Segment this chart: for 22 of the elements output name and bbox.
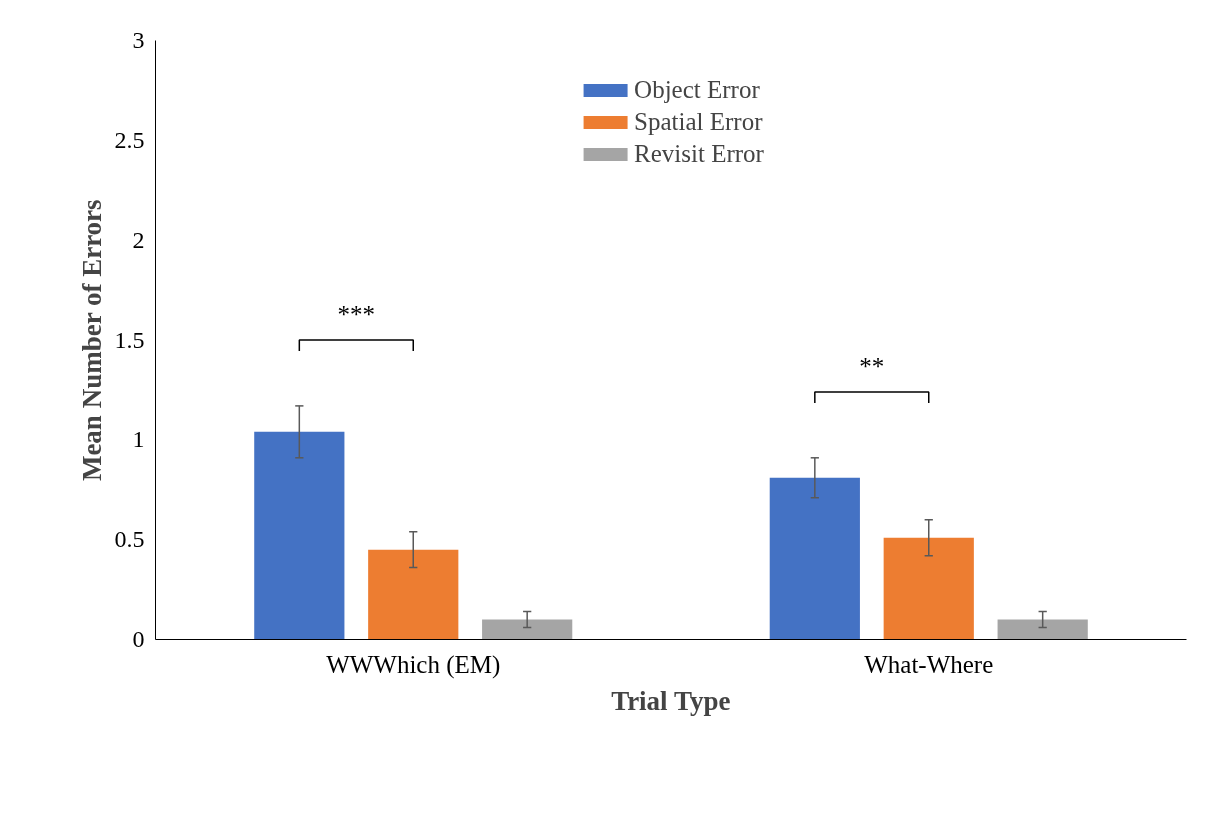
- y-tick-label: 0.5: [114, 526, 145, 553]
- x-tick-label: WWWhich (EM): [326, 650, 501, 679]
- annotation: ***: [337, 301, 376, 329]
- y-tick-label: 0: [132, 626, 145, 652]
- bar: [883, 537, 974, 640]
- bar: [368, 549, 459, 640]
- annotation: **: [859, 352, 885, 380]
- y-tick-label: 3: [132, 27, 145, 53]
- y-tick-label: 2.5: [114, 126, 145, 153]
- y-axis-title: Mean Number of Errors: [76, 199, 107, 482]
- y-tick-label: 1: [132, 426, 145, 453]
- legend-label: Revisit Error: [634, 140, 764, 168]
- legend-label: Object Error: [634, 76, 760, 104]
- bar: [769, 477, 860, 640]
- x-tick-label: What-Where: [864, 650, 994, 678]
- legend-label: Spatial Error: [634, 108, 763, 136]
- bar: [482, 619, 573, 640]
- bar: [997, 619, 1088, 640]
- y-tick-label: 1.5: [114, 326, 145, 353]
- y-tick-label: 2: [132, 226, 145, 253]
- x-axis-title: Trial Type: [611, 685, 731, 716]
- bar: [254, 431, 345, 640]
